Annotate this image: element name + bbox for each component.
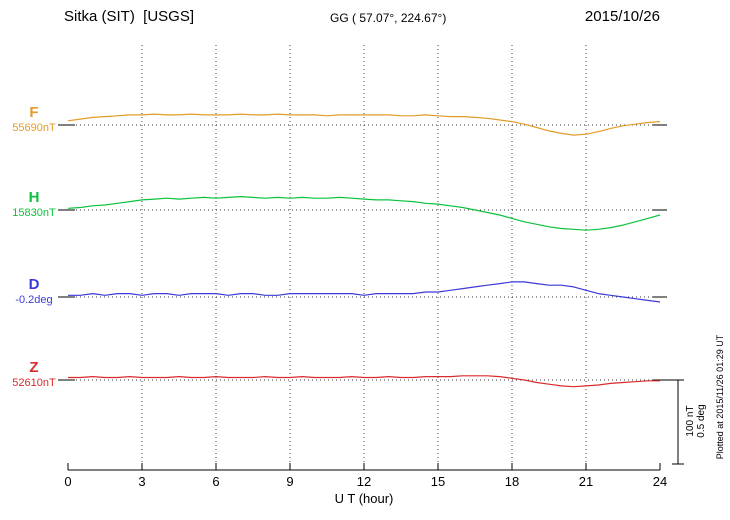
channel-baseline-F: 55690nT xyxy=(12,122,56,134)
scale-bar-deg-label: 0.5 deg xyxy=(696,404,707,438)
channel-baseline-D: -0.2deg xyxy=(15,294,53,306)
channel-label-D: D -0.2deg xyxy=(4,276,64,307)
x-tick-label: 18 xyxy=(504,474,520,489)
x-tick-label: 9 xyxy=(286,474,294,489)
channel-name-Z: Z xyxy=(29,359,39,376)
trace-F xyxy=(67,113,661,136)
x-tick-label: 0 xyxy=(64,474,72,489)
channel-label-F: F 55690nT xyxy=(4,104,64,135)
geo-coordinates: GG ( 57.07°, 224.67°) xyxy=(330,11,447,25)
trace-Z xyxy=(68,375,660,388)
x-tick-label: 21 xyxy=(578,474,594,489)
x-tick-label: 15 xyxy=(430,474,446,489)
channel-baseline-H: 15830nT xyxy=(12,207,56,219)
station-title: Sitka (SIT) [USGS] xyxy=(64,8,195,25)
x-tick-label: 3 xyxy=(138,474,146,489)
trace-D xyxy=(68,281,661,303)
channel-baseline-Z: 52610nT xyxy=(12,377,56,389)
channel-name-F: F xyxy=(29,104,39,121)
plotted-at-note: Plotted at 2015/11/26 01:29 UT xyxy=(715,334,725,460)
trace-H xyxy=(67,196,661,231)
x-tick-label: 24 xyxy=(652,474,668,489)
plot-date: 2015/10/26 xyxy=(584,8,660,25)
x-tick-label: 12 xyxy=(356,474,372,489)
channel-name-D: D xyxy=(28,276,40,293)
channel-label-H: H 15830nT xyxy=(4,189,64,220)
channel-label-Z: Z 52610nT xyxy=(4,359,64,390)
x-axis-title: U T (hour) xyxy=(334,491,394,506)
channel-name-H: H xyxy=(28,189,40,206)
x-tick-label: 6 xyxy=(212,474,220,489)
